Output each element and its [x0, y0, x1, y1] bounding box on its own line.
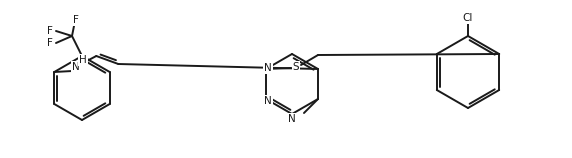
Text: N: N	[264, 63, 272, 73]
Text: N: N	[73, 62, 80, 72]
Text: S: S	[293, 62, 299, 72]
Text: F: F	[47, 26, 53, 36]
Text: F: F	[47, 38, 53, 48]
Text: N: N	[288, 114, 296, 124]
Text: N: N	[264, 96, 272, 106]
Text: H: H	[80, 55, 87, 65]
Text: F: F	[73, 15, 79, 25]
Text: Cl: Cl	[463, 13, 473, 23]
